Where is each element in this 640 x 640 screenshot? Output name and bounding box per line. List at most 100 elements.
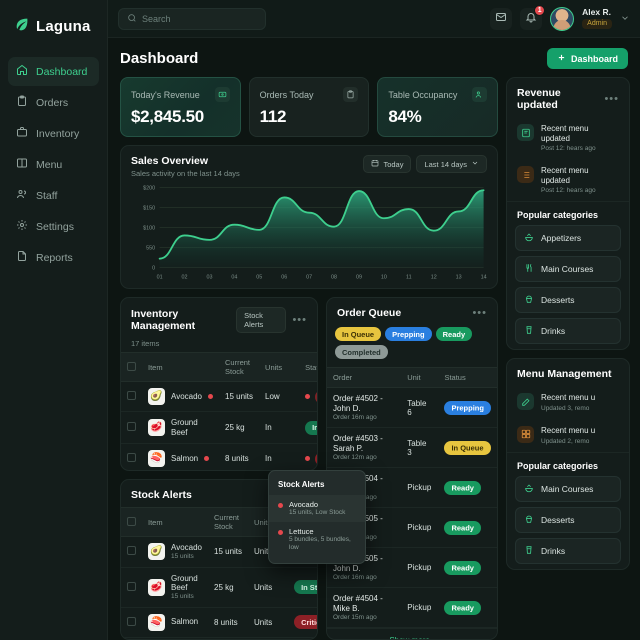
row-checkbox[interactable] xyxy=(127,453,136,463)
search-icon xyxy=(127,10,137,28)
item-name: Salmon xyxy=(171,453,199,463)
feed-item[interactable]: Recent menu updated Post 12: hears ago xyxy=(507,117,629,159)
sidebar-item-inventory[interactable]: Inventory xyxy=(8,119,99,148)
svg-text:12: 12 xyxy=(431,274,437,280)
user-menu[interactable]: Alex R. Admin xyxy=(582,7,612,29)
bell-icon xyxy=(525,10,537,28)
alert-dot-icon xyxy=(305,394,311,399)
order-filter-prepping[interactable]: Prepping xyxy=(385,327,432,341)
plus-icon xyxy=(557,53,566,64)
item-thumbnail: 🍣 xyxy=(148,450,165,468)
mail-button[interactable] xyxy=(490,7,513,30)
table-row[interactable]: Order #4504 - Mike B. Order 15m ago Picku… xyxy=(327,587,497,628)
row-checkbox[interactable] xyxy=(127,616,136,626)
avatar[interactable] xyxy=(550,6,575,31)
feed-sub: Updated 2, remo xyxy=(541,437,590,445)
right-column: Revenue updated ••• Recent menu updated … xyxy=(506,77,630,640)
stock-alerts-button[interactable]: Stock Alerts xyxy=(236,307,287,333)
table-row[interactable]: Order #4505 - Mike B.Order 18m ago Picku… xyxy=(327,507,497,548)
item-units: Low xyxy=(259,381,300,412)
feed-title: Recent menu updated xyxy=(541,124,589,143)
range-filter-dropdown[interactable]: Last 14 days xyxy=(416,155,487,173)
item-stock: 8 units xyxy=(208,607,249,638)
sidebar-item-staff[interactable]: Staff xyxy=(8,181,99,210)
popover-item[interactable]: Lettuce 5 bundles, 5 bundles, low xyxy=(269,522,365,557)
row-checkbox[interactable] xyxy=(127,581,136,591)
sidebar-item-label: Dashboard xyxy=(36,65,88,78)
alert-dot-icon xyxy=(305,456,311,462)
alert-dot-icon xyxy=(204,456,210,462)
svg-text:05: 05 xyxy=(256,274,262,280)
stat-card-occupancy[interactable]: Table Occupancy 84% xyxy=(377,77,499,137)
order-filter-inqueue[interactable]: In Queue xyxy=(335,327,382,341)
select-all-checkbox[interactable] xyxy=(127,361,136,371)
feed-item[interactable]: Recent menu u Updated 2, remo xyxy=(507,419,629,452)
cup-icon xyxy=(524,545,534,557)
feed-item[interactable]: Recent menu u Updated 3, remo xyxy=(507,386,629,419)
order-filter-completed[interactable]: Completed xyxy=(335,345,388,359)
item-thumbnail: 🥩 xyxy=(148,578,165,596)
sidebar-item-orders[interactable]: Orders xyxy=(8,88,99,117)
column-header: Status xyxy=(438,367,497,388)
brand: Laguna xyxy=(8,12,99,55)
alert-dot-icon xyxy=(278,530,283,536)
column-header: Current Stock xyxy=(208,507,249,538)
sidebar-item-dashboard[interactable]: Dashboard xyxy=(8,57,99,86)
more-horizontal-icon[interactable]: ••• xyxy=(292,313,307,326)
today-filter-button[interactable]: Today xyxy=(363,155,412,173)
sales-chart-svg: $200 $150 $100 550 0 01 02 03 04 05 06 07 08 09 10 11 1… xyxy=(143,186,486,281)
main-area: Search 1 Alex R. Admin Dashboard xyxy=(108,0,640,640)
table-row[interactable]: Order #4502 - John D. Order 16m ago Table… xyxy=(327,387,497,428)
row-checkbox[interactable] xyxy=(127,422,136,432)
search-input[interactable]: Search xyxy=(118,7,266,30)
chevron-down-icon[interactable] xyxy=(620,10,630,28)
order-queue-title: Order Queue xyxy=(337,307,402,319)
feed-item[interactable]: Recent menu updated Post 12: hears ago xyxy=(507,159,629,201)
category-main-courses[interactable]: Main Courses xyxy=(515,475,621,502)
category-main-courses[interactable]: Main Courses xyxy=(515,256,621,283)
revenue-panel-title: Revenue updated xyxy=(517,87,561,111)
feed-sub: Post 12: hears ago xyxy=(541,187,596,195)
stat-card-orders[interactable]: Orders Today 112 xyxy=(248,77,370,137)
notifications-button[interactable]: 1 xyxy=(520,4,546,30)
category-desserts[interactable]: Desserts xyxy=(515,287,621,314)
order-label: Order #4503 - Sarah P. xyxy=(333,434,383,453)
alert-dot-icon xyxy=(278,503,283,508)
order-label: Order #4504 - Mike B. xyxy=(333,594,383,613)
sales-overview-title: Sales Overview xyxy=(131,155,209,167)
table-row[interactable]: 🍣 Salmon 8 units In Critical xyxy=(121,443,317,471)
stat-label: Orders Today xyxy=(259,89,314,100)
row-checkbox[interactable] xyxy=(127,546,136,556)
show-more-button[interactable]: Show more › xyxy=(327,628,497,639)
page-title: Dashboard xyxy=(120,50,199,67)
order-filter-ready[interactable]: Ready xyxy=(435,327,473,341)
revenue-updated-panel: Revenue updated ••• Recent menu updated … xyxy=(506,77,630,351)
more-horizontal-icon[interactable]: ••• xyxy=(472,306,487,319)
bowl-icon xyxy=(524,232,534,244)
table-row[interactable]: 🍖 Chicken Breast 40 kg In In Stock xyxy=(121,637,317,640)
more-horizontal-icon[interactable]: ••• xyxy=(604,92,619,105)
category-drinks[interactable]: Drinks xyxy=(515,318,621,345)
select-all-checkbox[interactable] xyxy=(127,516,136,526)
category-appetizers[interactable]: Appetizers xyxy=(515,225,621,252)
svg-text:03: 03 xyxy=(206,274,212,280)
row-checkbox[interactable] xyxy=(127,391,136,400)
category-desserts[interactable]: Desserts xyxy=(515,506,621,533)
stat-card-revenue[interactable]: Today's Revenue $2,845.50 xyxy=(120,77,241,137)
sidebar-item-settings[interactable]: Settings xyxy=(8,212,99,241)
table-row[interactable]: 🥩 Ground Beef 25 kg In In Stock xyxy=(121,411,317,445)
order-time: Order 12m ago xyxy=(333,454,377,461)
sidebar-item-reports[interactable]: Reports xyxy=(8,243,99,272)
table-row[interactable]: 🥑 Avocado 15 units Low Low Stock xyxy=(121,381,317,412)
sidebar-item-menu[interactable]: Menu xyxy=(8,150,99,179)
category-label: Drinks xyxy=(541,326,566,337)
item-sub: 15 units xyxy=(171,552,194,560)
popover-item[interactable]: Avocado 15 units, Low Stock xyxy=(269,495,365,523)
table-row[interactable]: 🍣 Salmon 8 units Units Critical xyxy=(121,607,317,638)
add-dashboard-button[interactable]: Dashboard xyxy=(546,48,628,69)
category-drinks[interactable]: Drinks xyxy=(515,537,621,564)
table-row[interactable]: Order #4503 - Sarah P. Order 12m ago Tabl… xyxy=(327,427,497,468)
svg-text:07: 07 xyxy=(306,274,312,280)
item-stock: 25 kg xyxy=(208,567,249,608)
